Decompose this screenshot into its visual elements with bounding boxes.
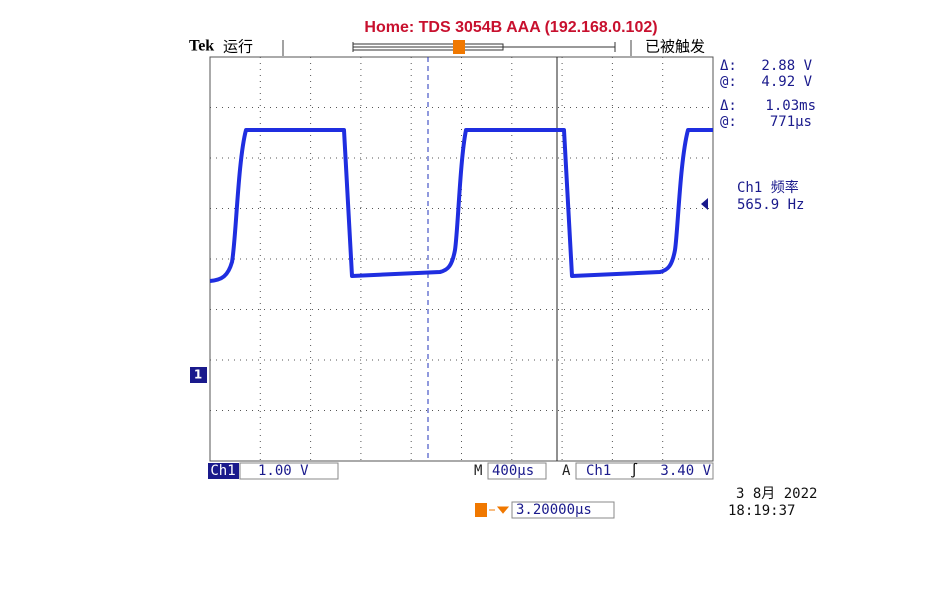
time-scale: 400µs <box>492 463 534 479</box>
ch-badge <box>208 463 239 479</box>
status-channel: Ch1 <box>210 463 235 479</box>
t-at-label: @: <box>720 114 737 130</box>
t-at: 771µs <box>770 114 812 130</box>
waveform <box>209 128 713 283</box>
date: 3 8月 2022 <box>736 486 817 502</box>
measure-label: Ch1 频率 <box>737 179 799 196</box>
time-label: M <box>474 463 482 479</box>
trigger-level: 3.40 V <box>660 463 711 479</box>
trigger-pos-top <box>453 40 465 54</box>
channel-marker: 1 <box>194 368 202 382</box>
position: 3.20000µs <box>516 502 592 518</box>
position-arrow <box>489 506 510 514</box>
status-scale: 1.00 V <box>258 463 309 479</box>
brand: Tek <box>189 38 214 55</box>
measure-value: 565.9 Hz <box>737 197 804 213</box>
t-delta-label: Δ: <box>720 98 737 114</box>
trigger-box <box>575 462 714 480</box>
grid <box>210 57 713 461</box>
position-icon <box>475 503 487 517</box>
v-at-label: @: <box>720 74 737 90</box>
v-delta-label: Δ: <box>720 58 737 74</box>
v-delta: 2.88 V <box>761 58 812 74</box>
v-at: 4.92 V <box>761 74 812 90</box>
title: Home: TDS 3054B AAA (192.168.0.102) <box>364 19 657 36</box>
scale-box <box>239 462 339 480</box>
time-box <box>487 462 547 480</box>
time: 18:19:37 <box>728 503 795 519</box>
channel-marker-bg <box>190 367 207 383</box>
trigger-status: 已被触发 <box>645 38 705 56</box>
measure-arrow <box>701 198 708 210</box>
record-indicator <box>352 42 616 52</box>
trigger-slope: ∫ <box>630 462 638 479</box>
trigger-channel: Ch1 <box>586 463 611 479</box>
run-state: 运行 <box>223 38 253 56</box>
t-delta: 1.03ms <box>765 98 816 114</box>
position-box <box>511 501 615 519</box>
trigger-label: A <box>562 463 571 479</box>
